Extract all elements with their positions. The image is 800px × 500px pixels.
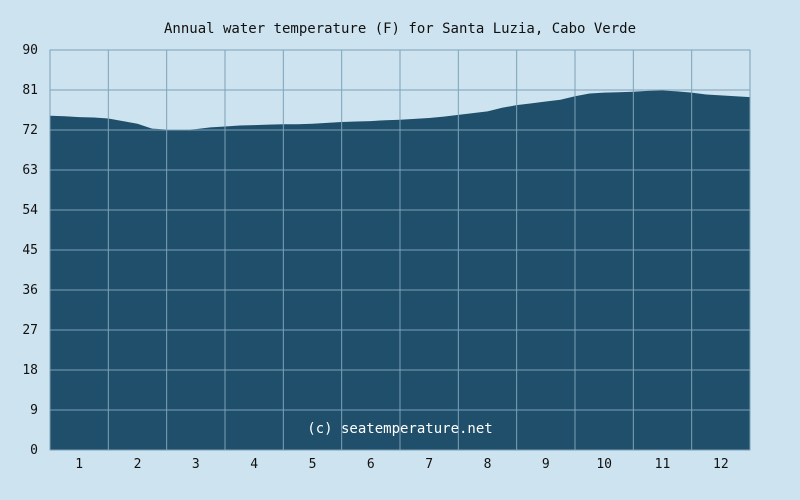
y-axis: 0 9 18 27 36 45 54 63 72 81 90 — [22, 43, 38, 458]
y-tick-label: 18 — [22, 363, 38, 378]
y-tick-label: 72 — [22, 123, 38, 138]
x-tick-label: 3 — [192, 457, 200, 472]
y-tick-label: 36 — [22, 283, 38, 298]
y-tick-label: 45 — [22, 243, 38, 258]
chart-title: Annual water temperature (F) for Santa L… — [164, 21, 636, 37]
y-tick-label: 63 — [22, 163, 38, 178]
x-tick-label: 8 — [484, 457, 492, 472]
y-tick-label: 54 — [22, 203, 38, 218]
x-tick-label: 2 — [134, 457, 142, 472]
x-tick-label: 4 — [250, 457, 258, 472]
y-tick-label: 81 — [22, 83, 38, 98]
x-tick-label: 12 — [713, 457, 729, 472]
x-tick-label: 5 — [309, 457, 317, 472]
x-tick-label: 9 — [542, 457, 550, 472]
x-tick-label: 1 — [75, 457, 83, 472]
x-tick-label: 10 — [596, 457, 612, 472]
x-tick-label: 11 — [655, 457, 671, 472]
credit-text: (c) seatemperature.net — [307, 421, 492, 437]
y-tick-label: 0 — [30, 443, 38, 458]
x-tick-label: 6 — [367, 457, 375, 472]
x-axis: 1 2 3 4 5 6 7 8 9 10 11 12 — [75, 457, 728, 472]
x-tick-label: 7 — [425, 457, 433, 472]
plot-frame — [49, 49, 751, 451]
y-tick-label: 9 — [30, 403, 38, 418]
y-tick-label: 90 — [22, 43, 38, 58]
y-tick-label: 27 — [22, 323, 38, 338]
plot-area — [49, 49, 751, 451]
